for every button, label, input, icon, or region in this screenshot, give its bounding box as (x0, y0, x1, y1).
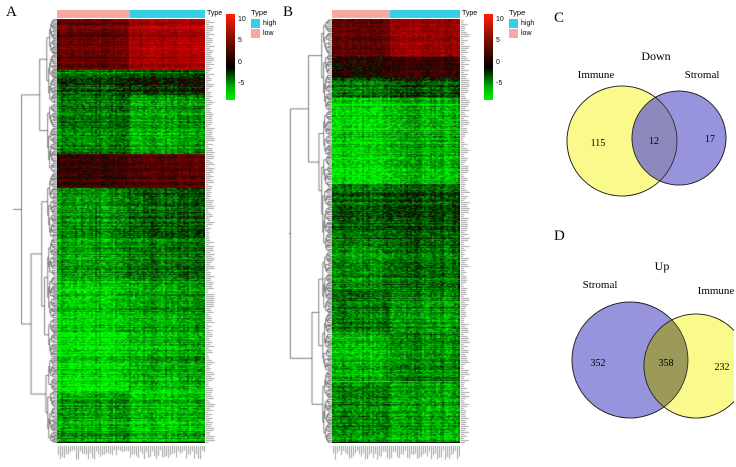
venn-down-right-label: Stromal (685, 69, 720, 81)
heatmap-b-row-labels (461, 19, 471, 443)
heatmap-a-legend: 10 5 0 -5 Type high low (226, 8, 284, 112)
type-legend: Type high low (509, 8, 534, 39)
venn-up: Up Stromal Immune 352 358 232 (571, 259, 734, 419)
venn-up-left-label: Stromal (583, 279, 618, 291)
heatmap-a-row-labels (206, 19, 216, 443)
type-legend-title: Type (251, 8, 268, 17)
heatmap-b-row-dendrogram (288, 19, 332, 443)
heatmap-a-group-bar (57, 10, 205, 18)
venn-down-right-count: 17 (705, 134, 715, 145)
venn-up-right-outline (643, 313, 734, 419)
venn-down-title: Down (641, 49, 670, 63)
high-swatch (251, 19, 260, 28)
type-legend-high: high (509, 19, 534, 28)
colorbar-tick: 5 (496, 37, 500, 44)
venn-up-title: Up (655, 259, 670, 273)
group-high-segment (389, 10, 460, 18)
high-swatch (509, 19, 518, 28)
heatmap-a-type-tag: Type (207, 10, 223, 17)
venn-up-right-label: Immune (698, 285, 734, 297)
type-legend-low: low (509, 29, 534, 38)
colorbar-tick: 10 (238, 16, 246, 23)
venn-down-right-outline (631, 90, 727, 186)
high-label: high (263, 20, 277, 27)
venn-down: Down Immune Stromal 115 12 17 (566, 49, 727, 197)
type-legend: Type high low (251, 8, 276, 39)
venn-up-right-count: 232 (715, 362, 730, 373)
venn-down-overlap-count: 12 (649, 136, 659, 147)
group-low-segment (332, 10, 390, 18)
panel-c-label: C (554, 10, 565, 26)
venn-down-left-count: 115 (591, 138, 606, 149)
low-swatch (509, 29, 518, 38)
colorbar-tick: 0 (238, 59, 242, 66)
venn-down-left-label: Immune (578, 69, 615, 81)
low-label: low (263, 30, 274, 37)
heatmap-a-canvas (57, 19, 205, 443)
type-legend-low: low (251, 29, 276, 38)
type-legend-title: Type (509, 8, 526, 17)
heatmap-b-canvas (332, 19, 460, 443)
group-high-segment (129, 10, 205, 18)
colorbar-tick: 10 (496, 16, 504, 23)
colorbar (484, 14, 493, 100)
colorbar-tick: 5 (238, 37, 242, 44)
low-swatch (251, 29, 260, 38)
heatmap-a-row-dendrogram (12, 19, 57, 443)
heatmap-b-column-labels (332, 445, 460, 461)
venn-up-left-count: 352 (591, 358, 606, 369)
panel-b-label: B (283, 4, 294, 20)
venn-down-left-outline (566, 85, 678, 197)
high-label: high (521, 20, 535, 27)
colorbar-tick: -5 (496, 80, 503, 87)
group-low-segment (57, 10, 130, 18)
colorbar-tick: 0 (496, 59, 500, 66)
colorbar (226, 14, 235, 100)
venn-down-overlap-region (632, 91, 677, 185)
type-legend-high: high (251, 19, 276, 28)
venn-up-left-outline (571, 301, 689, 419)
venn-up-overlap-region (644, 314, 688, 418)
heatmap-b-group-bar (332, 10, 460, 18)
low-label: low (521, 30, 532, 37)
panel-d-label: D (554, 228, 565, 244)
heatmap-a-column-labels (57, 445, 205, 461)
heatmap-b-type-tag: Type (462, 10, 478, 17)
heatmap-b-legend: 10 5 0 -5 Type high low (484, 8, 542, 112)
venn-up-overlap-count: 358 (659, 358, 674, 369)
colorbar-tick: -5 (238, 80, 245, 87)
panel-a-label: A (6, 4, 17, 20)
